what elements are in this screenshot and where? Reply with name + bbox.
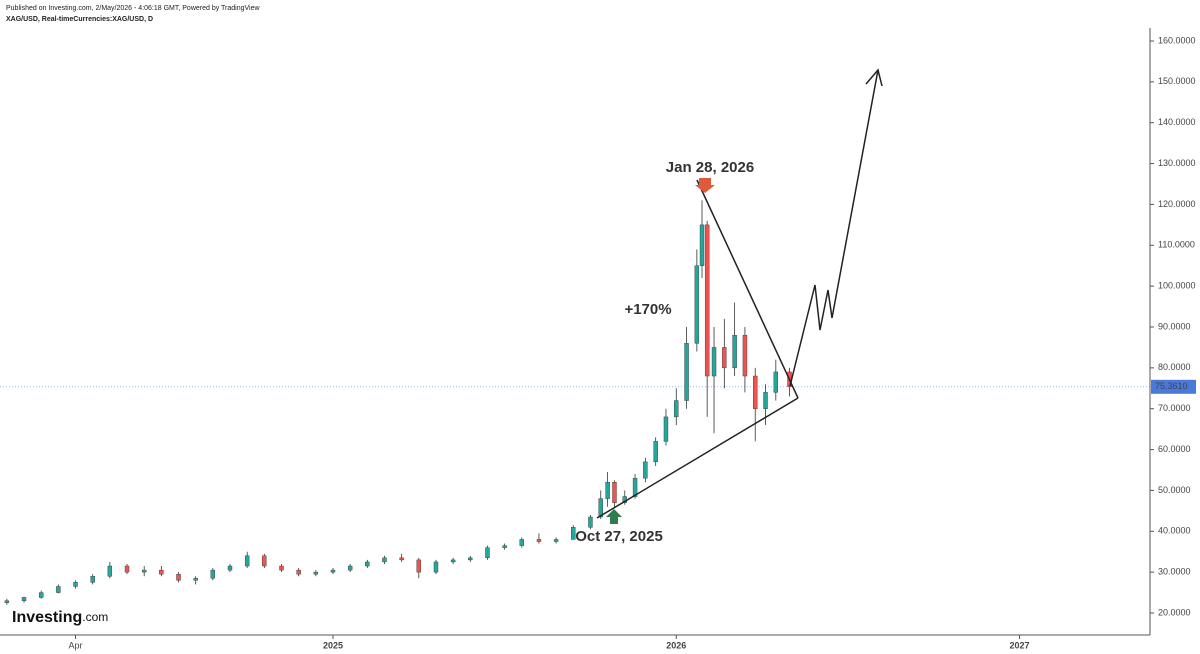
candle-body xyxy=(536,539,542,542)
candle-body xyxy=(699,224,705,266)
y-tick-label: 30.0000 xyxy=(1158,567,1191,577)
candle-body xyxy=(210,569,216,579)
candle-body xyxy=(21,597,27,601)
candle-body xyxy=(643,461,648,479)
y-tick-label: 150.0000 xyxy=(1158,76,1196,86)
candle-body xyxy=(313,571,319,575)
candle-body xyxy=(90,576,95,583)
candle-body xyxy=(684,343,689,401)
y-tick-label: 130.0000 xyxy=(1158,158,1196,168)
candle-body xyxy=(773,371,779,393)
candle-body xyxy=(227,565,233,571)
candle-body xyxy=(262,555,267,567)
candle-body xyxy=(433,561,439,573)
candle-body xyxy=(193,578,198,581)
candle-body xyxy=(330,569,336,573)
candle-body xyxy=(124,565,130,573)
candle-body xyxy=(588,516,593,528)
y-tick-label: 20.0000 xyxy=(1158,607,1191,617)
candle-body xyxy=(416,559,422,573)
last-price-label: 75.3610 xyxy=(1155,381,1188,391)
candle-body xyxy=(722,347,727,369)
candle-body xyxy=(4,600,10,603)
candle-body xyxy=(704,224,710,377)
drawings xyxy=(596,68,883,519)
candle-body xyxy=(612,482,617,503)
candle-body xyxy=(107,565,113,577)
candle-body xyxy=(632,477,638,497)
logo-brand: Investing xyxy=(12,609,82,626)
candle-body xyxy=(571,527,576,540)
y-tick-label: 160.0000 xyxy=(1158,35,1196,45)
y-tick-label: 110.0000 xyxy=(1158,240,1195,250)
candle-body xyxy=(279,565,284,571)
candle-body xyxy=(485,547,490,559)
candle-body xyxy=(56,586,61,593)
candle-body xyxy=(141,569,147,573)
candle-body xyxy=(159,569,164,575)
candle-body xyxy=(244,555,250,567)
candle-body xyxy=(347,565,353,571)
peak-arrow xyxy=(695,178,715,193)
y-tick-label: 60.0000 xyxy=(1158,444,1191,454)
low-arrow xyxy=(606,509,622,524)
last-price-box xyxy=(1151,379,1196,394)
candle-body xyxy=(742,334,748,377)
candle-body xyxy=(502,545,507,548)
candle-body xyxy=(450,559,456,563)
candle-body xyxy=(674,400,679,418)
annotation: Jan 28, 2026 xyxy=(666,159,754,176)
y-tick-label: 120.0000 xyxy=(1158,199,1196,209)
candle-body xyxy=(38,592,44,598)
candle-body xyxy=(365,561,370,567)
candle-body xyxy=(663,416,669,442)
candle-body xyxy=(763,392,768,409)
y-tick-label: 80.0000 xyxy=(1158,362,1191,372)
x-tick-label: Apr xyxy=(69,640,83,650)
candle-body xyxy=(694,265,700,344)
logo: Investing.com xyxy=(12,609,108,626)
annotation: Oct 27, 2025 xyxy=(575,528,663,545)
candle-body xyxy=(553,539,559,542)
projection-arrowhead xyxy=(865,68,883,87)
projection-path xyxy=(789,69,879,387)
lower-trendline xyxy=(596,397,799,519)
logo-suffix: .com xyxy=(82,610,108,624)
x-tick-label: 2027 xyxy=(1010,640,1030,650)
x-tick-label: 2025 xyxy=(323,640,343,650)
candle-body xyxy=(598,498,603,518)
y-tick-label: 50.0000 xyxy=(1158,485,1191,495)
candle-body xyxy=(73,582,78,587)
candle-body xyxy=(605,482,610,499)
symbol-info: XAG/USD, Real-timeCurrencies:XAG/USD, D xyxy=(6,16,153,23)
published-note: Published on Investing.com, 2/May/2026 -… xyxy=(6,5,261,12)
candle-body xyxy=(382,557,387,563)
candle-body xyxy=(296,569,301,575)
candle-body xyxy=(753,375,758,409)
candle-body xyxy=(732,334,737,369)
candle-body xyxy=(653,441,658,463)
upper-trendline xyxy=(696,179,799,399)
y-tick-label: 40.0000 xyxy=(1158,526,1191,536)
annotation: +170% xyxy=(624,301,671,318)
candle-body xyxy=(176,573,181,581)
y-tick-label: 70.0000 xyxy=(1158,403,1191,413)
y-tick-label: 90.0000 xyxy=(1158,321,1191,331)
y-tick-label: 140.0000 xyxy=(1158,117,1196,127)
candle-body xyxy=(468,557,473,561)
x-tick-label: 2026 xyxy=(666,640,686,650)
candle-body xyxy=(711,347,717,377)
candle-body xyxy=(519,539,524,546)
y-tick-label: 100.0000 xyxy=(1158,281,1196,291)
candle-body xyxy=(399,557,404,561)
